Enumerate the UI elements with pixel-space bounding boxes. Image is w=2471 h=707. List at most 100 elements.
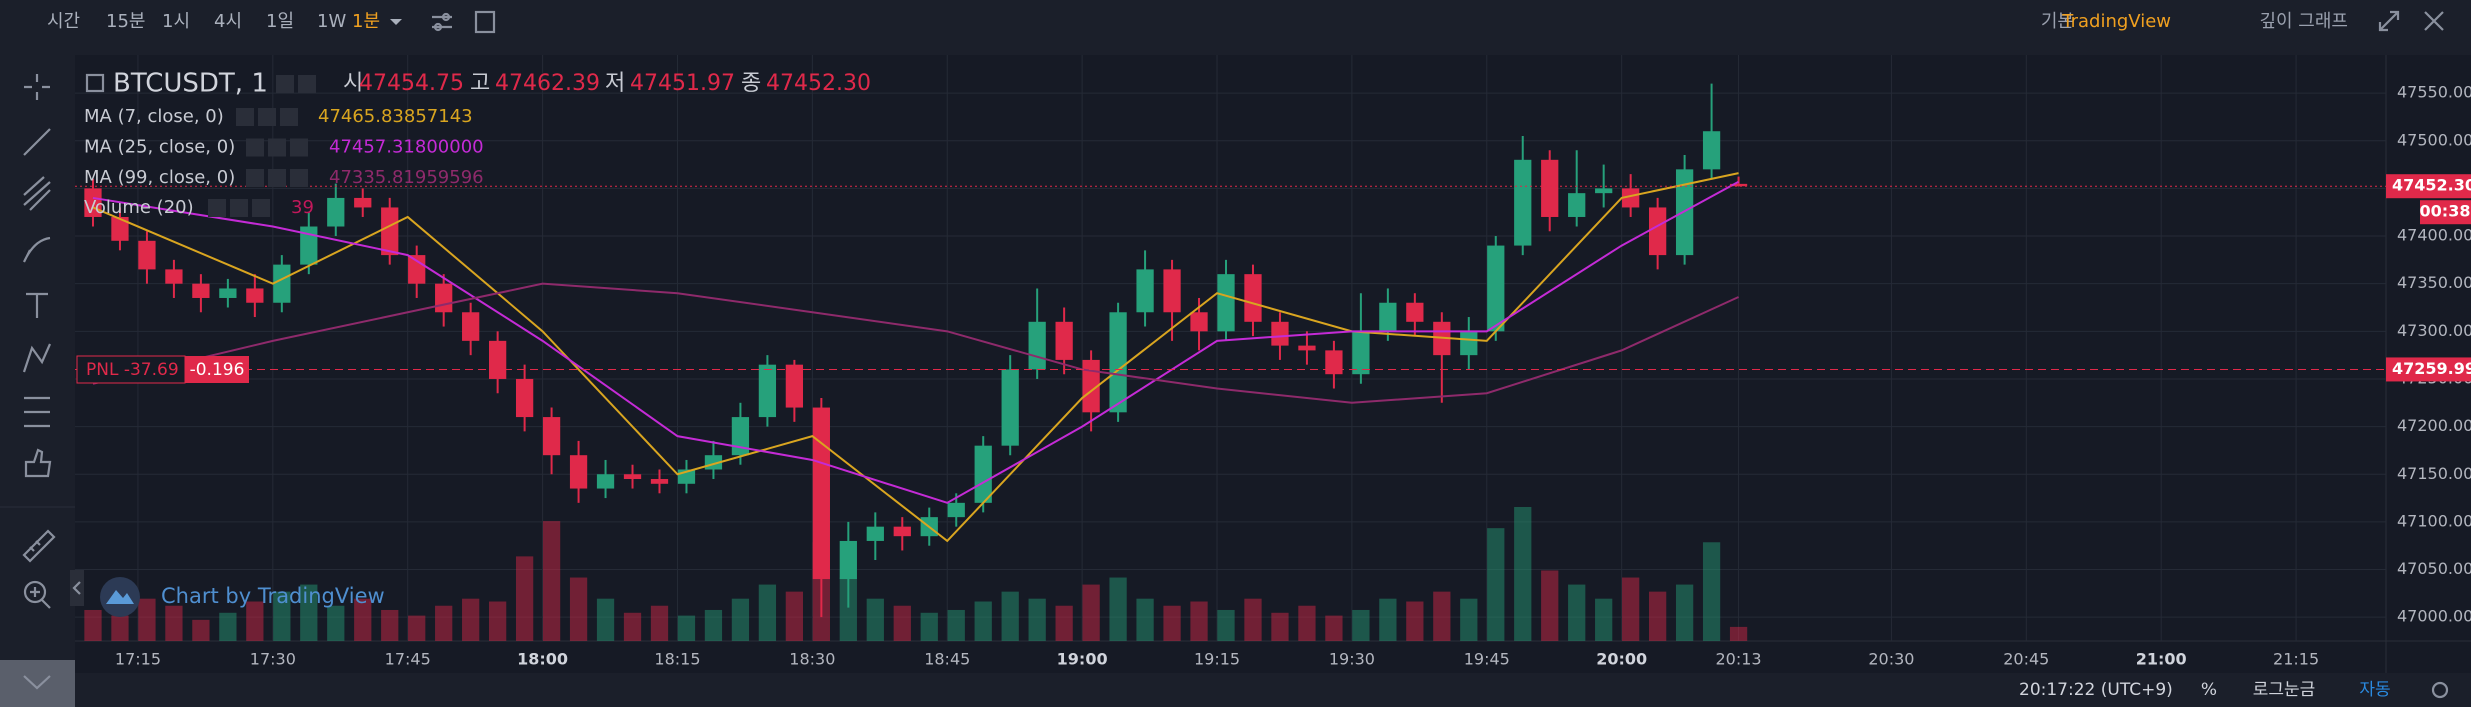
clock: 20:17:22 (UTC+9): [2019, 680, 2173, 700]
panel-toggle[interactable]: [70, 570, 84, 606]
interval-option[interactable]: 1시: [162, 11, 190, 32]
candle-body: [1648, 207, 1667, 256]
volume-bar: [650, 605, 669, 641]
volume-bar: [1163, 605, 1181, 641]
fib-tool[interactable]: [23, 176, 51, 211]
interval-option[interactable]: 1일: [266, 11, 294, 32]
volume-bar: [327, 605, 345, 641]
settings-icon[interactable]: [432, 12, 452, 32]
prediction-tool[interactable]: [24, 396, 50, 428]
ohlc-value: 47454.75: [359, 71, 464, 96]
volume-bar: [839, 577, 857, 641]
volume-bar: [1487, 528, 1505, 641]
dropdown-arrow[interactable]: [390, 19, 402, 25]
favorite-tool[interactable]: [24, 448, 52, 478]
volume-bar: [758, 584, 777, 641]
candle-body: [489, 340, 507, 379]
volume-bar: [1514, 507, 1532, 641]
interval-option[interactable]: 15분: [106, 11, 145, 32]
volume-bar: [515, 556, 534, 641]
settings-gear[interactable]: [2431, 681, 2449, 699]
volume-bar: [1648, 591, 1667, 641]
volume-bar: [1595, 598, 1613, 641]
candle-body: [974, 445, 992, 503]
indicator-button: [268, 169, 286, 187]
indicator-button: [290, 169, 308, 187]
volume-bar: [974, 601, 992, 641]
candle-body: [758, 364, 777, 418]
volume-bar: [920, 612, 938, 641]
pnl-box[interactable]: [76, 355, 186, 384]
volume-bar: [1217, 609, 1235, 641]
collapse-legend[interactable]: [85, 73, 105, 93]
interval-option[interactable]: 시간: [47, 11, 80, 32]
brush-tool[interactable]: [22, 236, 51, 263]
view-option[interactable]: 깊이 그래프: [2259, 11, 2348, 32]
ohlc-label: 종: [741, 71, 761, 96]
view-option[interactable]: TradingView: [2061, 11, 2171, 32]
y-tick-label: 47500.00: [2397, 130, 2471, 149]
y-tick-label: 47300.00: [2397, 321, 2471, 340]
volume-bar: [1702, 542, 1721, 641]
candle-body: [1217, 274, 1235, 332]
left-toolbar: [0, 55, 75, 673]
log-toggle[interactable]: 로그눈금: [2253, 680, 2316, 700]
symbol: BTCUSDT, 1: [113, 69, 268, 99]
candle-body: [1244, 274, 1262, 322]
interval-option[interactable]: 4시: [214, 11, 242, 32]
crosshair-tool[interactable]: [24, 74, 50, 100]
x-tick-label: 19:45: [1464, 650, 1510, 669]
text-tool[interactable]: [26, 292, 48, 318]
volume-bar: [300, 584, 318, 641]
candle-body: [1729, 183, 1748, 187]
candle-body: [623, 474, 642, 480]
close-icon[interactable]: [2424, 11, 2444, 31]
candle-body: [1541, 159, 1559, 217]
auto-toggle[interactable]: 자동: [2359, 680, 2390, 700]
zoom-tool[interactable]: [23, 580, 47, 604]
indicator-button: [298, 75, 316, 93]
y-tick-label: 47550.00: [2397, 83, 2471, 102]
candle-body: [165, 269, 183, 284]
candle-body: [1568, 193, 1586, 217]
countdown-label: 00:38: [2420, 202, 2471, 221]
pnl-text: PNL -37.69: [86, 360, 179, 380]
candle-body: [1406, 302, 1424, 322]
candle-body: [812, 407, 830, 580]
candle-body: [893, 526, 911, 537]
candle-body: [1028, 321, 1046, 370]
volume-bar: [1675, 584, 1694, 641]
candle-body: [1352, 331, 1370, 375]
measure-tool[interactable]: [22, 529, 56, 563]
x-tick-label: 19:00: [1057, 650, 1108, 669]
volume-bar: [596, 598, 615, 641]
line-tool[interactable]: [23, 128, 51, 156]
volume-bar: [273, 591, 291, 641]
panel-toggle-arrow: [72, 581, 81, 595]
indicator-button: [236, 108, 254, 126]
x-tick-label: 21:15: [2273, 650, 2319, 669]
fullscreen-icon[interactable]: [2378, 10, 2400, 32]
moving-average-line: [92, 282, 1739, 404]
view-option[interactable]: 기본: [2041, 11, 2074, 32]
pnl-pct-box: [185, 356, 249, 383]
y-tick-label: 47350.00: [2397, 273, 2471, 292]
active-interval[interactable]: 1분: [352, 11, 380, 32]
indicator-icon[interactable]: [474, 10, 496, 34]
x-tick-label: 17:15: [115, 650, 161, 669]
volume-bar: [785, 591, 804, 641]
indicator-name: MA (99, close, 0): [84, 167, 235, 188]
indicator-button: [246, 169, 264, 187]
volume-bar: [1622, 577, 1640, 641]
interval-option[interactable]: 1W: [317, 11, 346, 32]
collapse-button[interactable]: [0, 660, 75, 707]
volume-bar: [1244, 598, 1262, 641]
ohlc-value: 47462.39: [495, 71, 600, 96]
indicator-name: MA (25, close, 0): [84, 137, 235, 158]
percent-toggle[interactable]: %: [2201, 680, 2217, 700]
pattern-tool[interactable]: [22, 343, 52, 373]
pnl-pct-text: -0.196: [190, 360, 245, 380]
volume-bar: [1460, 598, 1478, 641]
indicator-button: [276, 75, 294, 93]
